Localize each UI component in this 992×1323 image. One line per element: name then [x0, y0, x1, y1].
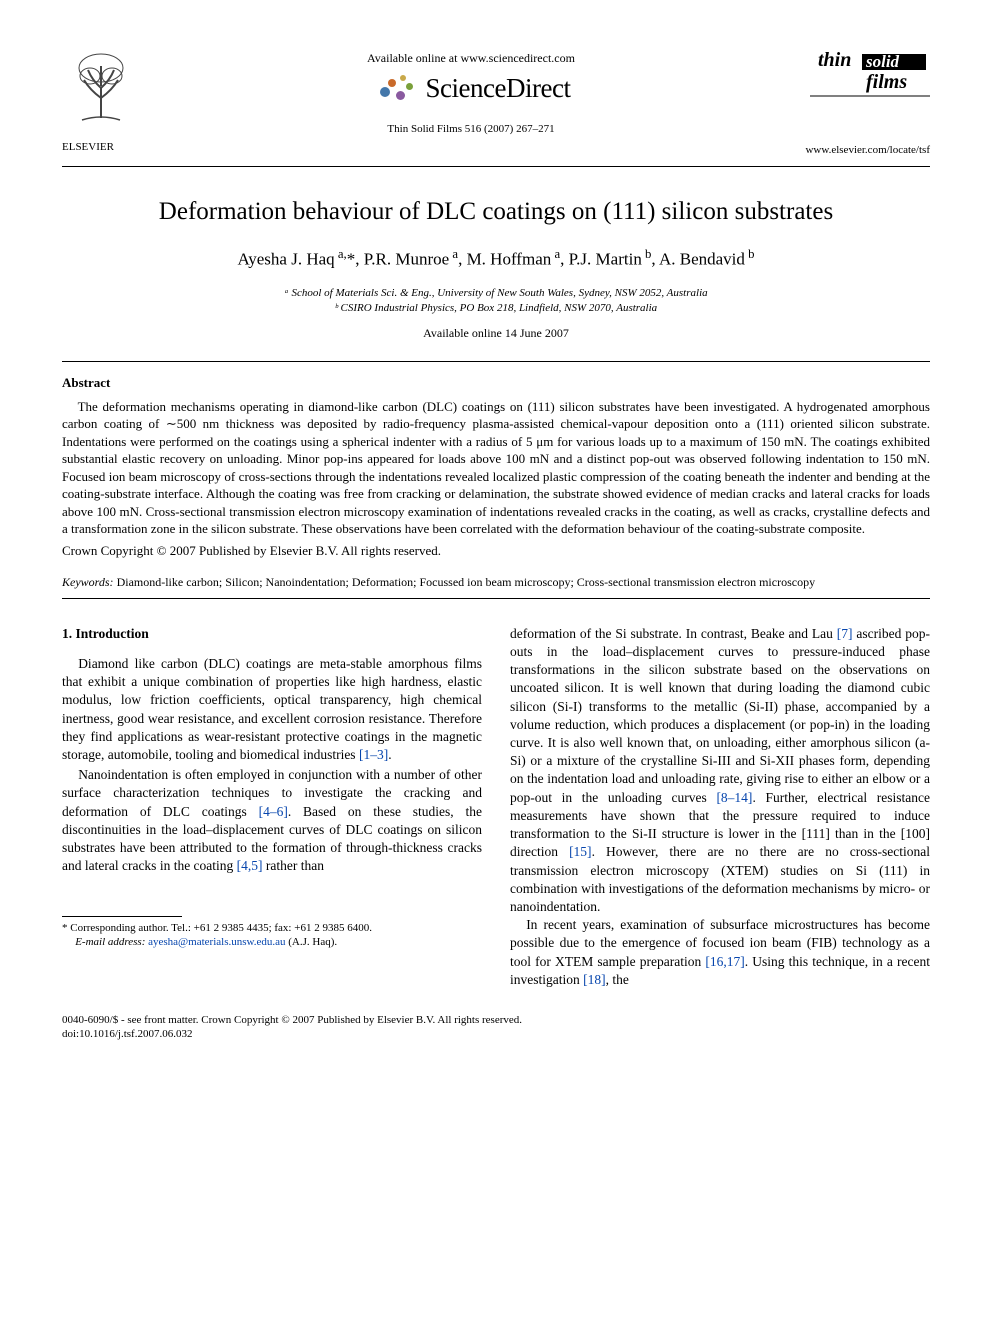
sciencedirect-brand: ScienceDirect: [372, 70, 571, 106]
author: P.R. Munroe: [364, 250, 449, 269]
corr-author-line: * Corresponding author. Tel.: +61 2 9385…: [62, 921, 482, 935]
ref-link[interactable]: [4,5]: [237, 858, 263, 873]
available-online-date: Available online 14 June 2007: [62, 325, 930, 341]
email-label: E-mail address:: [75, 936, 145, 948]
ref-link[interactable]: [18]: [583, 972, 606, 987]
keywords-label: Keywords:: [62, 575, 114, 589]
publisher-block: ELSEVIER: [62, 48, 152, 155]
footer-doi: doi:10.1016/j.tsf.2007.06.032: [62, 1027, 930, 1041]
header-center: Available online at www.sciencedirect.co…: [152, 48, 790, 137]
email-suffix: (A.J. Haq).: [288, 936, 337, 948]
abstract-bottom-rule: [62, 598, 930, 599]
intro-para-2-cont: deformation of the Si substrate. In cont…: [510, 625, 930, 917]
left-column: 1. Introduction Diamond like carbon (DLC…: [62, 625, 482, 991]
intro-para-3: In recent years, examination of subsurfa…: [510, 916, 930, 989]
intro-para-2: Nanoindentation is often employed in con…: [62, 766, 482, 875]
page-header: ELSEVIER Available online at www.science…: [62, 48, 930, 158]
corr-email[interactable]: ayesha@materials.unsw.edu.au: [148, 936, 285, 948]
publisher-name: ELSEVIER: [62, 140, 152, 155]
sciencedirect-text: ScienceDirect: [426, 70, 571, 106]
thin-solid-films-logo: thin solid films: [810, 48, 930, 108]
corresponding-author-footnote: * Corresponding author. Tel.: +61 2 9385…: [62, 921, 482, 950]
ref-link[interactable]: [1–3]: [359, 747, 388, 762]
journal-url: www.elsevier.com/locate/tsf: [790, 143, 930, 158]
keywords-list: Diamond-like carbon; Silicon; Nanoindent…: [117, 575, 816, 589]
svg-text:films: films: [866, 71, 907, 93]
footnote-rule: [62, 916, 182, 917]
section-1-heading: 1. Introduction: [62, 625, 482, 643]
elsevier-tree-logo: [62, 48, 140, 136]
body-columns: 1. Introduction Diamond like carbon (DLC…: [62, 625, 930, 991]
header-rule: [62, 166, 930, 167]
affiliation-a: ᵃ School of Materials Sci. & Eng., Unive…: [62, 286, 930, 301]
journal-reference: Thin Solid Films 516 (2007) 267–271: [152, 122, 790, 137]
author: Ayesha J. Haq: [238, 250, 335, 269]
ref-link[interactable]: [8–14]: [716, 790, 752, 805]
corr-email-line: E-mail address: ayesha@materials.unsw.ed…: [62, 935, 482, 949]
sciencedirect-dots-icon: [372, 73, 420, 103]
abstract-text: The deformation mechanisms operating in …: [62, 399, 930, 537]
affiliation-b: ᵇ CSIRO Industrial Physics, PO Box 218, …: [62, 301, 930, 316]
keywords-line: Keywords: Diamond-like carbon; Silicon; …: [62, 574, 930, 590]
author: P.J. Martin: [569, 250, 642, 269]
author: A. Bendavid: [659, 250, 745, 269]
page-footer: 0040-6090/$ - see front matter. Crown Co…: [62, 1013, 930, 1042]
ref-link[interactable]: [15]: [569, 844, 592, 859]
abstract-top-rule: [62, 361, 930, 362]
available-online-text: Available online at www.sciencedirect.co…: [152, 50, 790, 66]
ref-link[interactable]: [4–6]: [259, 804, 288, 819]
intro-para-1: Diamond like carbon (DLC) coatings are m…: [62, 655, 482, 764]
svg-text:solid: solid: [865, 52, 900, 71]
authors-line: Ayesha J. Haq a,*, P.R. Munroe a, M. Hof…: [62, 246, 930, 272]
ref-link[interactable]: [16,17]: [705, 954, 744, 969]
svg-text:thin: thin: [818, 49, 851, 71]
article-title: Deformation behaviour of DLC coatings on…: [62, 195, 930, 229]
abstract-body: The deformation mechanisms operating in …: [62, 398, 930, 538]
abstract-copyright: Crown Copyright © 2007 Published by Else…: [62, 542, 930, 560]
affiliations: ᵃ School of Materials Sci. & Eng., Unive…: [62, 286, 930, 317]
abstract-heading: Abstract: [62, 374, 930, 392]
ref-link[interactable]: [7]: [837, 626, 853, 641]
footer-copyright: 0040-6090/$ - see front matter. Crown Co…: [62, 1013, 930, 1027]
right-column: deformation of the Si substrate. In cont…: [510, 625, 930, 991]
journal-brand-block: thin solid films www.elsevier.com/locate…: [790, 48, 930, 158]
author: M. Hoffman: [467, 250, 552, 269]
